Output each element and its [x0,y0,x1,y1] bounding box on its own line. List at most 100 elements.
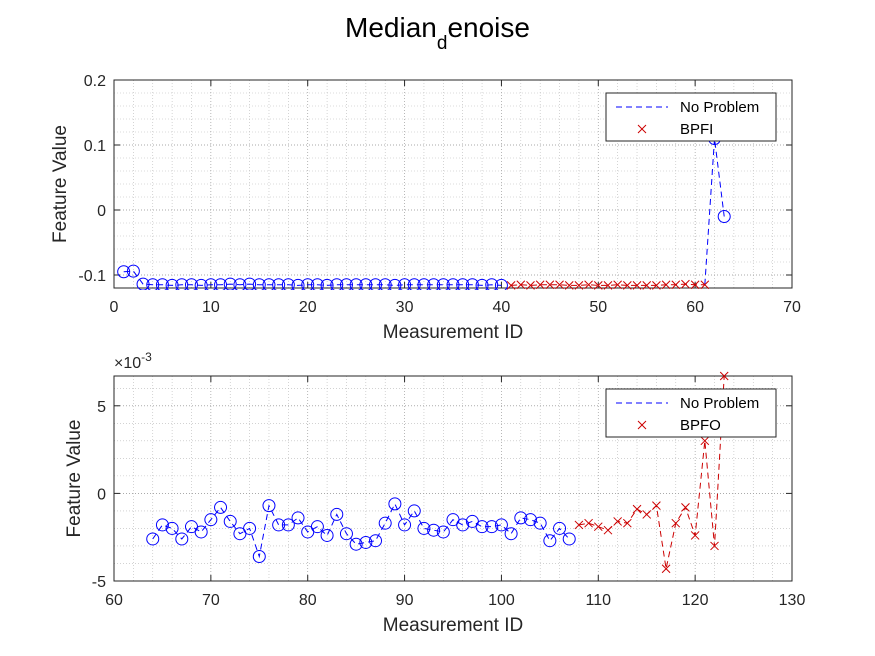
x-axis-label: Measurement ID [383,322,523,343]
legend-box [605,388,777,438]
data-point-circle [272,518,286,532]
data-point-circle [533,516,547,530]
data-point-circle [175,278,189,290]
data-point-circle [175,532,189,546]
data-point-circle [494,278,508,290]
data-point-circle [417,521,431,535]
data-point-circle [204,513,218,527]
data-point-x [593,522,603,532]
data-point-circle [485,520,499,534]
data-point-circle [427,523,441,537]
x-tick-label: 70 [202,592,220,609]
x-tick-label: 50 [589,299,607,316]
data-point-circle [194,278,208,290]
y-tick-label: 5 [97,399,106,416]
data-point-x [622,281,632,290]
data-point-circle [378,278,392,290]
axes-frame [113,79,793,289]
title-subscript: d [436,33,448,54]
data-point-circle [204,278,218,290]
title-main: Median [345,12,437,43]
data-point-circle [252,549,266,563]
data-point-circle [262,278,276,290]
title-tail: enoise [447,12,530,43]
data-point-circle [494,518,508,532]
data-point-x [613,280,623,290]
data-point-x [603,525,613,535]
data-point-x [545,280,555,290]
data-point-x [690,280,700,290]
data-point-circle [330,278,344,290]
data-point-circle [427,278,441,290]
data-point-x [622,518,632,528]
data-point-circle [359,278,373,290]
data-point-x [632,504,642,514]
data-point-circle [281,278,295,290]
data-point-circle [717,210,731,223]
data-layer [117,132,731,290]
data-point-x [642,281,652,290]
data-point-circle [146,532,160,546]
data-point-x [574,520,584,530]
x-tick-label: 30 [396,299,414,316]
data-point-x [593,281,603,290]
data-point-x [652,501,661,511]
data-point-x [710,541,719,551]
data-point-x [652,281,661,290]
data-point-x [603,281,613,290]
x-tick-label: 100 [488,592,515,609]
data-point-x [671,518,681,528]
data-point-circle [369,534,383,548]
data-point-circle [291,511,305,525]
axes-frame [113,375,793,582]
data-point-x [564,281,574,290]
data-point-circle [262,499,276,513]
y-tick-label: 0.1 [84,138,106,155]
legend: No Problem BPFI [605,92,777,142]
x-tick-label: 130 [779,592,806,609]
series-line-no-problem [152,502,570,559]
data-point-circle [184,278,198,290]
data-point-circle [320,278,334,290]
data-point-circle [223,277,237,290]
data-point-circle [281,518,295,532]
series-line-bpfo [578,375,725,569]
legend-swatch-marker [637,420,647,430]
data-point-circle [117,265,131,279]
data-point-x [661,280,671,290]
data-point-circle [465,278,479,290]
data-point-circle [398,278,412,290]
data-point-circle [349,278,363,290]
y-tick-label: 0 [97,203,106,220]
data-point-circle [214,500,228,514]
y-tick-label: -0.1 [78,268,106,285]
data-point-circle [562,532,576,546]
data-point-circle [436,525,450,539]
data-point-circle [252,278,266,290]
data-point-circle [456,278,470,290]
data-point-x [613,517,623,526]
data-point-circle [553,521,567,535]
data-point-x [506,281,516,290]
data-point-x [681,503,690,512]
data-point-circle [504,527,518,541]
data-point-circle [349,537,363,551]
data-point-circle [339,527,353,541]
y-tick-label: 0 [97,486,106,503]
y-tick-label: -5 [92,574,106,591]
data-point-circle [310,520,324,534]
data-point-circle [475,520,489,534]
data-point-circle [359,535,373,549]
data-point-x [671,280,681,290]
data-point-x [526,281,535,290]
data-point-circle [523,513,537,527]
legend-box [605,92,777,142]
data-point-circle [417,278,431,290]
data-point-circle [398,518,412,532]
data-point-circle [223,514,237,528]
data-point-circle [436,278,450,290]
chart-title: Mediandenoise [0,12,875,54]
series-line-no-problem [123,270,502,286]
data-point-circle [243,521,257,535]
